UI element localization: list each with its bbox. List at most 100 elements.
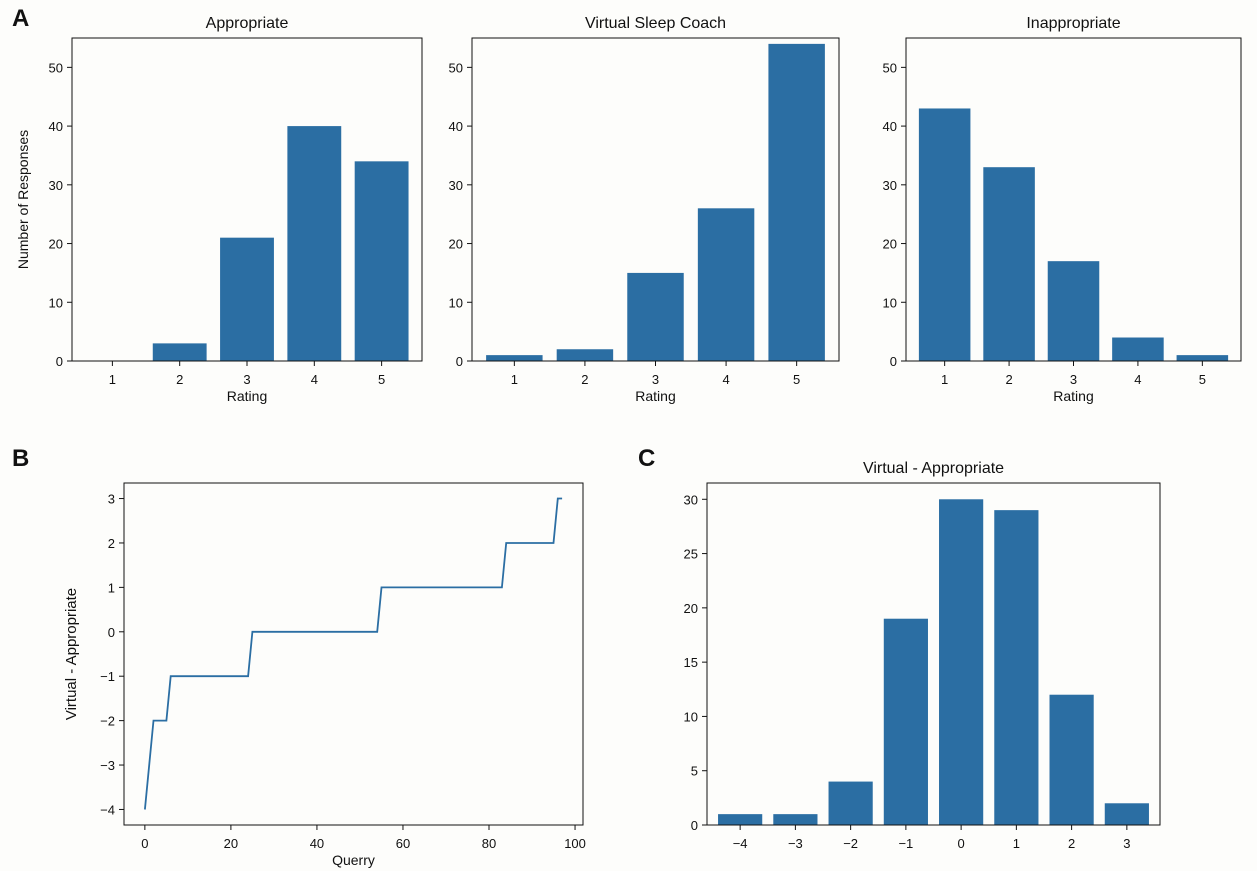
chart-appropriate: 1 2 3 4 501020304050AppropriateRatingNumber … [15,15,423,404]
bar-2 [828,781,873,825]
y-axis-label: Virtual - Appropriate [63,588,80,720]
x-tick-label: 4 [311,372,318,387]
x-tick-label: 2 [1068,836,1075,851]
y-tick-label: 0 [456,354,463,369]
x-tick-label: −3 [788,836,803,851]
axes-frame [706,482,1161,826]
y-tick-label: 20 [449,237,463,252]
y-tick-label: 30 [449,178,463,193]
x-tick-label: 3 [652,372,659,387]
x-tick-label: 1 [941,372,948,387]
x-tick-label: 5 [1199,372,1206,387]
axes-frame [905,37,1242,362]
x-axis-label: Rating [227,388,267,404]
chart-title: Virtual - Appropriate [863,460,1004,477]
bar-3 [287,126,342,361]
y-tick-label: 50 [449,60,463,75]
x-tick-label: 5 [378,372,385,387]
y-tick-label: 2 [108,536,115,551]
bar-0 [486,355,543,361]
bar-5 [994,510,1039,825]
y-tick-label: −3 [100,758,115,773]
x-tick-label: 4 [722,372,729,387]
bar-4 [939,499,984,825]
y-tick-label: 30 [883,178,897,193]
y-tick-label: −1 [100,669,115,684]
y-tick-label: 0 [890,354,897,369]
y-tick-label: 20 [883,237,897,252]
x-tick-label: 1 [511,372,518,387]
y-tick-label: 30 [49,178,63,193]
panel-label-b: B [12,445,30,472]
x-tick-label: 0 [958,836,965,851]
x-tick-label: 2 [1005,372,1012,387]
y-tick-label: 10 [883,295,897,310]
x-tick-label: 60 [396,836,410,851]
y-tick-label: 1 [108,580,115,595]
y-axis-label: Number of Responses [15,130,31,269]
bar-2 [1047,261,1100,361]
y-tick-label: 50 [49,60,63,75]
y-tick-label: 25 [684,547,698,562]
y-tick-label: 40 [49,119,63,134]
chart-difference-line: 0 20 40 60 80 100 −4 −3 −2 −1 0 1 2 3 Querry Virtual - … [63,482,586,868]
panel-label-a: A [12,5,30,32]
bar-4 [354,161,409,361]
bar-2 [220,237,274,361]
y-tick-label: 40 [883,119,897,134]
y-tick-label: 50 [883,60,897,75]
y-tick-label: 40 [449,119,463,134]
chart-title: Virtual Sleep Coach [585,15,726,32]
y-tick-label: 20 [49,237,63,252]
x-axis-label: Rating [1053,388,1093,404]
y-tick-label: 30 [684,492,698,507]
panel-label-c: C [638,445,656,472]
x-tick-label: 3 [1123,836,1130,851]
bar-0 [918,108,971,362]
axes-frame [71,37,423,362]
x-tick-label: 2 [581,372,588,387]
chart-title: Inappropriate [1026,15,1120,32]
y-tick-label: 0 [691,818,698,833]
bar-3 [1112,337,1164,361]
bar-4 [768,43,825,361]
y-tick-label: 3 [108,492,115,507]
x-tick-label: −1 [898,836,913,851]
x-tick-label: 1 [1013,836,1020,851]
chart-title: Appropriate [206,15,289,32]
y-tick-label: 10 [684,709,698,724]
y-tick-label: −4 [100,802,115,817]
x-tick-label: −4 [733,836,748,851]
y-tick-label: 15 [684,655,698,670]
x-tick-label: 80 [482,836,496,851]
y-tick-label: 0 [108,625,115,640]
y-tick-label: 5 [691,764,698,779]
bar-1 [152,343,207,361]
x-axis-label: Rating [635,388,675,404]
y-tick-label: 10 [49,295,63,310]
x-tick-label: 20 [224,836,238,851]
y-tick-label: 10 [449,295,463,310]
x-tick-label: 40 [310,836,324,851]
axes-frame [123,482,584,826]
x-tick-label: 5 [793,372,800,387]
x-tick-label: 3 [243,372,250,387]
x-tick-label: 3 [1070,372,1077,387]
bar-3 [883,618,928,825]
bar-1 [556,349,614,361]
y-tick-label: 20 [684,601,698,616]
bar-2 [627,272,684,361]
x-axis-label: Querry [332,852,375,868]
bar-6 [1049,694,1094,825]
y-tick-label: −2 [100,714,115,729]
x-tick-label: 100 [564,836,586,851]
x-tick-label: 2 [176,372,183,387]
x-tick-label: 4 [1134,372,1141,387]
y-tick-label: 0 [56,354,63,369]
plot-area [124,483,583,825]
bar-0 [718,814,763,825]
bar-1 [983,167,1035,361]
